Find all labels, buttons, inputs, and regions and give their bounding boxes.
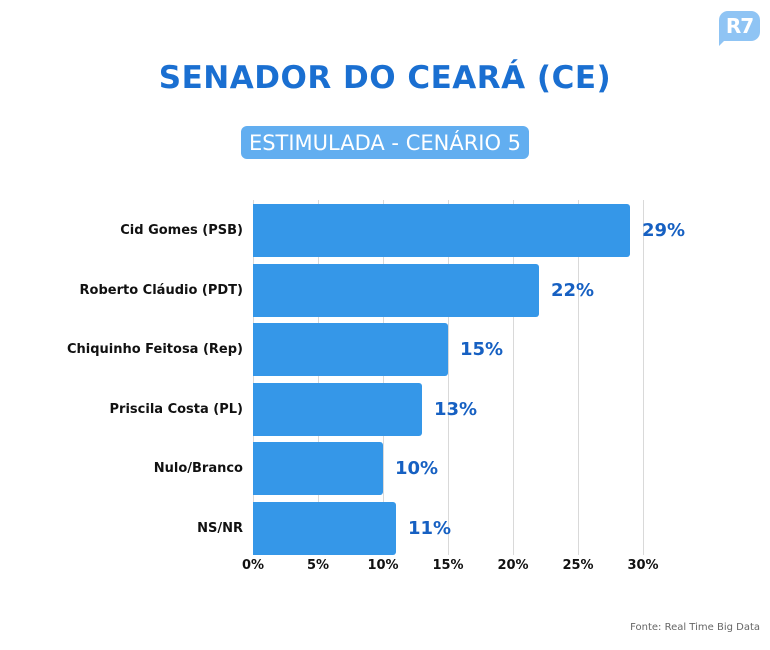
x-tick-label: 0% <box>241 558 265 573</box>
category-label: Priscila Costa (PL) <box>109 402 243 417</box>
category-label: Nulo/Branco <box>153 461 243 476</box>
bar <box>253 383 422 436</box>
x-tick-label: 25% <box>562 558 594 573</box>
bar-value-label: 29% <box>642 220 686 241</box>
chart-title: SENADOR DO CEARÁ (CE) <box>158 60 612 96</box>
subtitle-wrapper: ESTIMULADA - CENÁRIO 5 <box>0 126 770 159</box>
category-label: NS/NR <box>197 521 243 536</box>
gridline-5 <box>318 200 319 555</box>
category-label: Chiquinho Feitosa (Rep) <box>66 342 243 357</box>
gridline-20 <box>513 200 514 555</box>
chart-subtitle-badge: ESTIMULADA - CENÁRIO 5 <box>240 126 530 159</box>
x-tick-label: 5% <box>306 558 330 573</box>
x-tick-label: 10% <box>367 558 399 573</box>
gridline-10 <box>383 200 384 555</box>
x-tick-label: 20% <box>497 558 529 573</box>
x-tick-label: 30% <box>627 558 659 573</box>
source-note: Fonte: Real Time Big Data <box>630 622 760 633</box>
bar <box>253 323 448 376</box>
gridline-0 <box>253 200 254 555</box>
gridline-25 <box>578 200 579 555</box>
bar <box>253 204 630 257</box>
bar-value-label: 22% <box>551 280 595 301</box>
category-label: Roberto Cláudio (PDT) <box>79 283 243 298</box>
bar <box>253 442 383 495</box>
plot-area <box>253 200 653 555</box>
bar <box>253 264 539 317</box>
gridline-30 <box>643 200 644 555</box>
bar-value-label: 10% <box>395 458 439 479</box>
bar-value-label: 15% <box>460 339 504 360</box>
bar <box>253 502 396 555</box>
gridline-15 <box>448 200 449 555</box>
bar-value-label: 11% <box>408 518 452 539</box>
r7-logo-tail <box>719 36 729 46</box>
bar-value-label: 13% <box>434 399 478 420</box>
category-label: Cid Gomes (PSB) <box>120 223 243 238</box>
x-tick-label: 15% <box>432 558 464 573</box>
